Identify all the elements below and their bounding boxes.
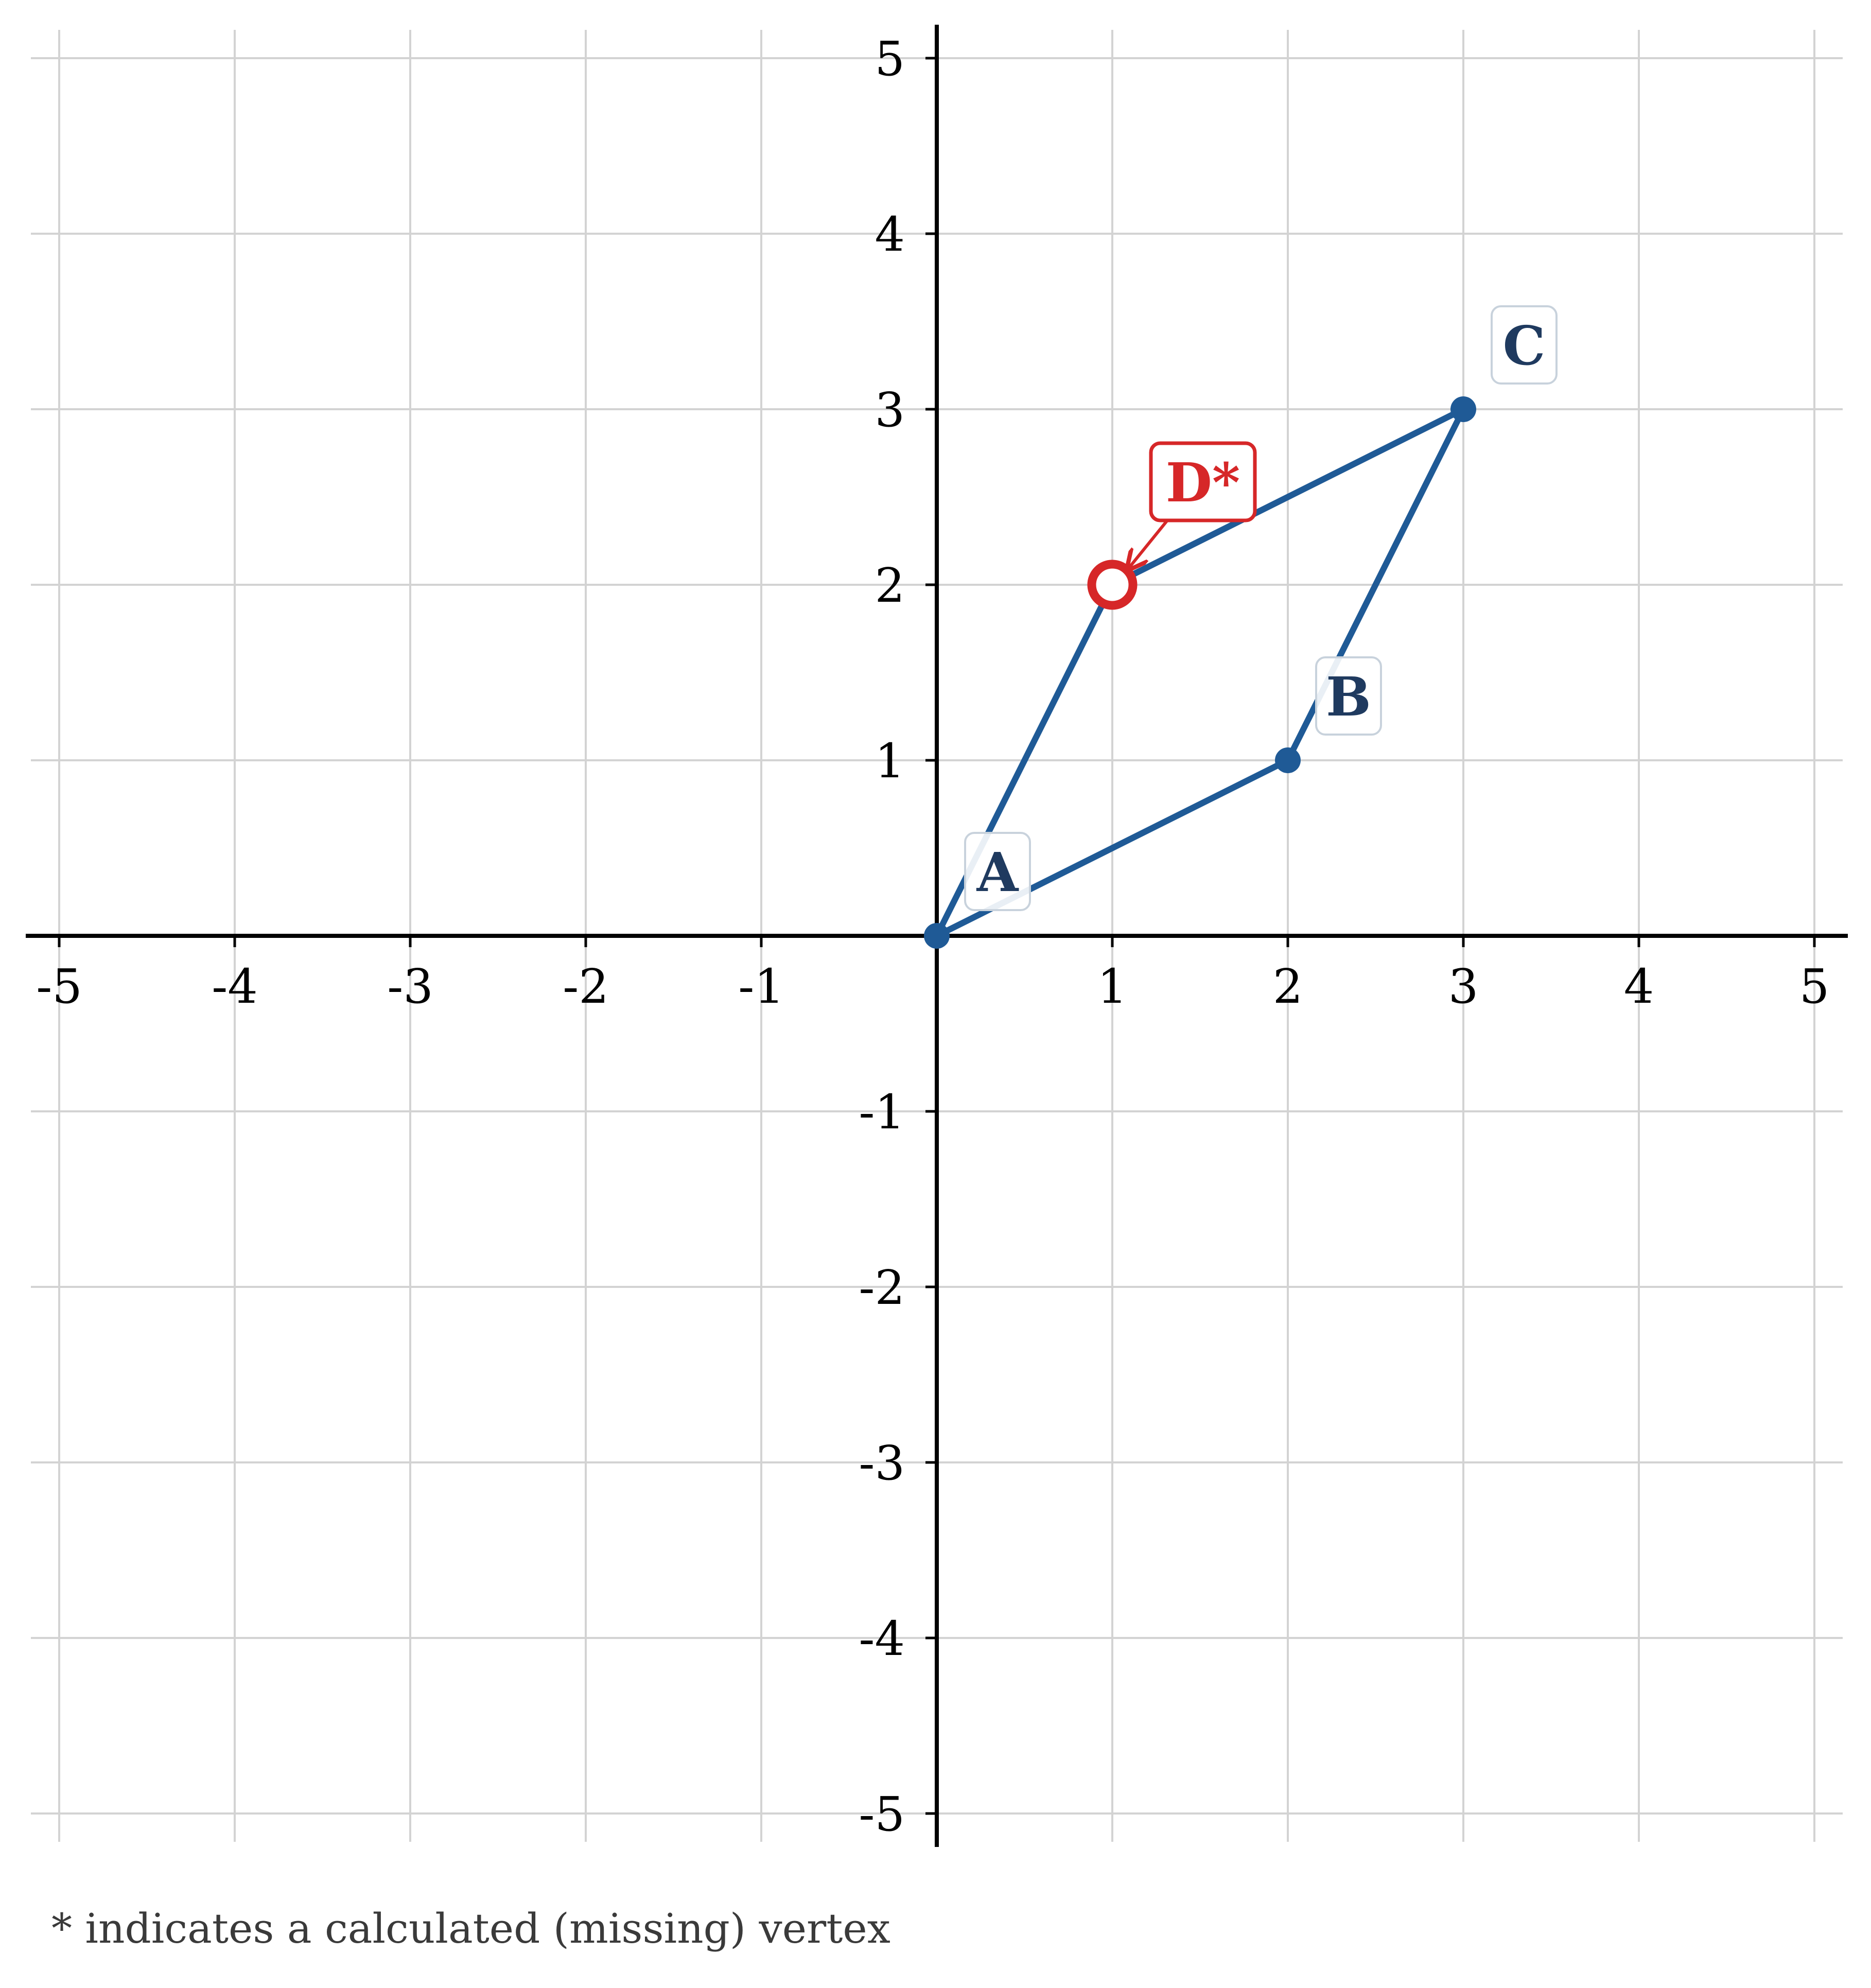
y-tick-label: 2 (875, 558, 905, 613)
y-tick-label: 4 (875, 207, 905, 262)
y-tick-label: -5 (859, 1787, 905, 1842)
y-tick-label: 5 (875, 31, 905, 86)
vertex-label: A (976, 841, 1019, 904)
vertex-label-box (1149, 441, 1257, 522)
vertex-label: C (1503, 314, 1546, 377)
y-tick-label: -3 (859, 1436, 905, 1491)
vertex-label: D* (1166, 451, 1240, 514)
vertex-point (1275, 747, 1301, 773)
vertex-label: B (1326, 665, 1371, 728)
x-tick-label: 1 (1097, 959, 1128, 1014)
vertices (924, 396, 1476, 949)
x-tick-label: 3 (1448, 959, 1479, 1014)
x-tick-label: 2 (1273, 959, 1303, 1014)
x-tick-label: 4 (1624, 959, 1654, 1014)
vertex-label-box (1315, 656, 1382, 736)
vertex-label-box (964, 832, 1031, 911)
y-tick-label: 1 (875, 734, 905, 789)
vertex-point (1450, 396, 1476, 422)
x-tick-label: 5 (1799, 959, 1830, 1014)
y-tick-label: 3 (875, 382, 905, 438)
x-tick-label: -1 (738, 959, 784, 1014)
y-tick-label: -4 (859, 1611, 905, 1666)
vertex-labels: A B C D* (964, 305, 1558, 911)
footnote: * indicates a calculated (missing) verte… (51, 1905, 890, 1952)
vertex-point (924, 923, 950, 949)
y-tick-label: -1 (859, 1085, 905, 1140)
vertex-point-calculated (1087, 560, 1138, 610)
x-tick-label: -2 (563, 959, 609, 1014)
x-tick-label: -5 (36, 959, 82, 1014)
y-tick-label: -2 (859, 1260, 905, 1315)
vertex-label-box (1491, 305, 1558, 385)
annotation-arrow (1128, 514, 1173, 569)
x-tick-label: -4 (212, 959, 258, 1014)
x-tick-label: -3 (387, 959, 433, 1014)
tick-labels: -5 -4 -3 -2 -1 1 2 3 4 5 -5 -4 -3 -2 -1 1 2 3 4 5 (36, 31, 1829, 1842)
